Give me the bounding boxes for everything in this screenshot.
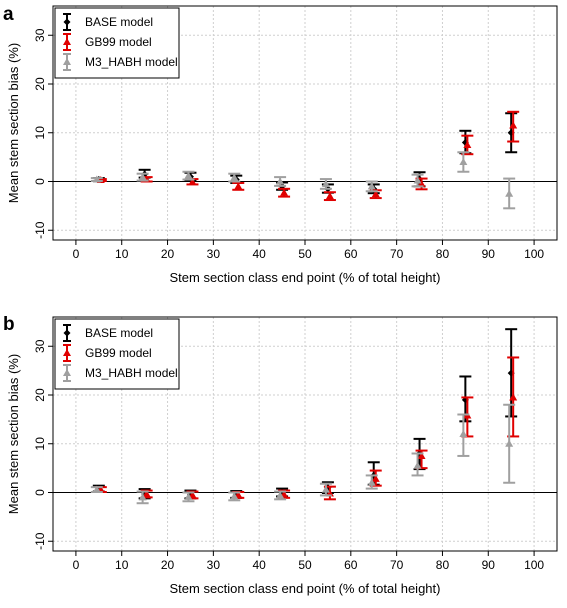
x-tick-label: 100 (524, 247, 544, 261)
y-tick-label: 10 (33, 437, 47, 451)
marker-triangle (325, 192, 334, 200)
marker-triangle (509, 121, 518, 129)
marker-triangle (188, 177, 197, 185)
panel-label: a (3, 4, 14, 25)
x-tick-label: 80 (436, 558, 450, 572)
panel-a: 0 10 20 30 40 50 60 70 80 90 100 -10 0 10 20 30 Stem sec… (3, 4, 558, 285)
marker-triangle (417, 451, 426, 459)
x-tick-label: 0 (73, 558, 80, 572)
marker-triangle (321, 179, 330, 187)
marker-triangle (276, 491, 285, 499)
legend: BASE model GB99 model M3_HABH model (54, 318, 180, 390)
x-axis-label: Stem section class end point (% of total… (170, 270, 441, 285)
x-tick-label: 90 (482, 558, 496, 572)
y-tick-label: 20 (33, 388, 47, 402)
legend-box (54, 318, 180, 390)
x-tick-label: 70 (390, 247, 404, 261)
series-2 (90, 403, 516, 505)
legend-label: GB99 model (85, 35, 152, 49)
marker-triangle (184, 171, 193, 179)
marker-triangle (63, 349, 71, 356)
marker-diamond (63, 329, 71, 337)
marker-triangle (92, 485, 101, 493)
y-tick-label: 0 (33, 178, 47, 185)
marker-triangle (63, 58, 71, 65)
x-tick-label: 20 (161, 247, 175, 261)
x-tick-label: 10 (115, 558, 129, 572)
marker-triangle (413, 461, 422, 469)
y-tick-label: 30 (33, 339, 47, 353)
series-2 (90, 151, 516, 210)
series-1 (94, 110, 520, 202)
y-tick-label: 30 (33, 28, 47, 42)
x-tick-label: 50 (298, 247, 312, 261)
x-tick-label: 100 (524, 558, 544, 572)
marker-triangle (463, 140, 472, 148)
marker-triangle (367, 478, 376, 486)
marker-triangle (234, 182, 243, 190)
marker-triangle (459, 158, 468, 165)
legend-label: BASE model (85, 15, 153, 29)
marker-triangle (280, 188, 289, 196)
legend-label: M3_HABH model (85, 55, 178, 69)
x-tick-label: 90 (482, 247, 496, 261)
marker-triangle (417, 179, 426, 187)
marker-triangle (371, 190, 380, 198)
y-tick-label: -10 (33, 221, 47, 239)
x-tick-label: 40 (253, 558, 267, 572)
x-tick-label: 20 (161, 558, 175, 572)
y-tick-label: 10 (33, 126, 47, 140)
marker-triangle (138, 493, 147, 501)
panel-label: b (3, 314, 15, 335)
marker-triangle (367, 182, 376, 190)
x-tick-label: 10 (115, 247, 129, 261)
y-axis-label: Mean stem section bias (%) (6, 354, 21, 514)
marker-diamond (63, 18, 71, 26)
x-tick-label: 70 (390, 558, 404, 572)
x-tick-label: 80 (436, 247, 450, 261)
marker-triangle (413, 176, 422, 184)
y-tick-label: 20 (33, 77, 47, 91)
marker-triangle (230, 492, 239, 500)
legend: BASE model GB99 model M3_HABH model (54, 7, 180, 79)
legend-label: BASE model (85, 326, 153, 340)
marker-triangle (63, 38, 71, 45)
marker-triangle (509, 393, 518, 401)
marker-triangle (138, 173, 147, 181)
panel-b: 0 10 20 30 40 50 60 70 80 90 100 -10 0 10 20 30 Stem sec… (3, 314, 558, 596)
marker-triangle (459, 430, 468, 437)
marker-triangle (276, 177, 285, 185)
x-tick-label: 50 (298, 558, 312, 572)
marker-triangle (184, 492, 193, 500)
x-tick-label: 30 (207, 558, 221, 572)
y-tick-label: 0 (33, 489, 47, 496)
marker-triangle (505, 189, 514, 197)
x-tick-label: 40 (253, 247, 267, 261)
x-tick-label: 60 (344, 558, 358, 572)
marker-triangle (92, 175, 101, 183)
y-tick-label: -10 (33, 532, 47, 550)
legend-label: GB99 model (85, 346, 152, 360)
x-tick-label: 60 (344, 247, 358, 261)
x-axis-label: Stem section class end point (% of total… (170, 581, 441, 596)
marker-triangle (188, 490, 197, 498)
marker-triangle (230, 173, 239, 181)
marker-triangle (321, 485, 330, 493)
x-tick-label: 30 (207, 247, 221, 261)
y-axis-label: Mean stem section bias (%) (6, 43, 21, 203)
marker-triangle (142, 489, 151, 497)
marker-triangle (63, 369, 71, 376)
marker-triangle (505, 439, 514, 447)
marker-triangle (371, 474, 380, 482)
legend-label: M3_HABH model (85, 366, 178, 380)
x-tick-label: 0 (73, 247, 80, 261)
legend-box (54, 7, 180, 79)
